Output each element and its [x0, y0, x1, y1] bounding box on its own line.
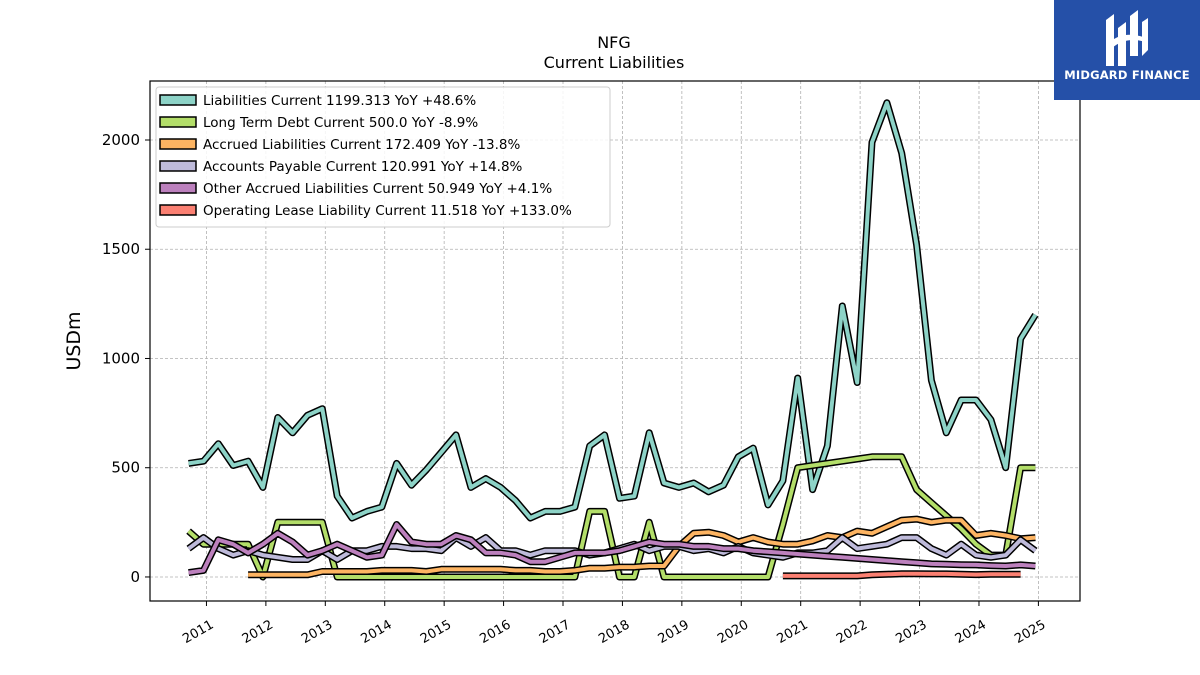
legend: Liabilities Current 1199.313 YoY +48.6% L… [155, 86, 611, 228]
series-stroke [248, 517, 1036, 577]
x-tick-label: 2022 [834, 617, 870, 647]
x-tick-label: 2018 [596, 617, 632, 647]
x-tick-label: 2014 [359, 617, 395, 647]
plot-area-frame [149, 80, 1081, 602]
x-tick-label: 2021 [775, 617, 811, 647]
x-tick-label: 2011 [180, 617, 216, 647]
y-tick-label: 0 [130, 568, 140, 586]
chart-subtitle: Current Liabilities [544, 53, 685, 72]
x-tick-label: 2015 [418, 617, 454, 647]
series-stroke [188, 522, 1036, 575]
x-tick-label: 2023 [893, 617, 929, 647]
brand-logo: MIDGARD FINANCE [1054, 0, 1200, 100]
x-tick-label: 2025 [1012, 617, 1048, 647]
y-tick-label: 2000 [102, 131, 140, 149]
x-axis-ticks: 2011 2012 2013 2014 2015 2016 2017 2018 2019 2020… [180, 601, 1048, 647]
y-tick-label: 1000 [102, 349, 140, 367]
series-line-3 [248, 515, 1036, 579]
logo-mark-icon [1106, 10, 1148, 66]
y-tick-label: 1500 [102, 240, 140, 258]
legend-label: Accounts Payable Current 120.991 YoY +14… [203, 159, 523, 175]
series-stroke [188, 100, 1038, 520]
series-line-5 [188, 521, 1036, 577]
brand-name: MIDGARD FINANCE [1064, 68, 1190, 82]
chart-title: NFG [597, 33, 631, 52]
legend-swatch [159, 204, 197, 216]
legend-swatch [159, 138, 197, 150]
legend-label: Liabilities Current 1199.313 YoY +48.6% [203, 93, 476, 109]
x-tick-label: 2012 [240, 617, 276, 647]
x-tick-label: 2019 [656, 617, 692, 647]
y-tick-label: 500 [111, 459, 140, 477]
x-tick-label: 2016 [477, 617, 513, 647]
x-tick-label: 2013 [299, 617, 335, 647]
legend-box [155, 86, 611, 228]
legend-swatch [159, 116, 197, 128]
legend-swatch [159, 182, 197, 194]
series-stroke [782, 571, 1021, 578]
y-axis-ticks: 0 500 1000 1500 2000 [102, 131, 150, 586]
series-line-1 [188, 99, 1039, 522]
y-axis-label: USDm [63, 311, 85, 370]
legend-swatch [159, 94, 197, 106]
legend-label: Other Accrued Liabilities Current 50.949… [203, 181, 552, 197]
legend-swatch [159, 160, 197, 172]
x-tick-label: 2020 [715, 617, 751, 647]
legend-label: Operating Lease Liability Current 11.518… [203, 203, 572, 219]
legend-label: Accrued Liabilities Current 172.409 YoY … [203, 137, 520, 153]
series-line-6 [782, 570, 1021, 580]
series-lines [186, 99, 1039, 581]
x-tick-label: 2017 [537, 617, 573, 647]
legend-label: Long Term Debt Current 500.0 YoY -8.9% [203, 115, 478, 131]
x-tick-label: 2024 [953, 617, 989, 647]
